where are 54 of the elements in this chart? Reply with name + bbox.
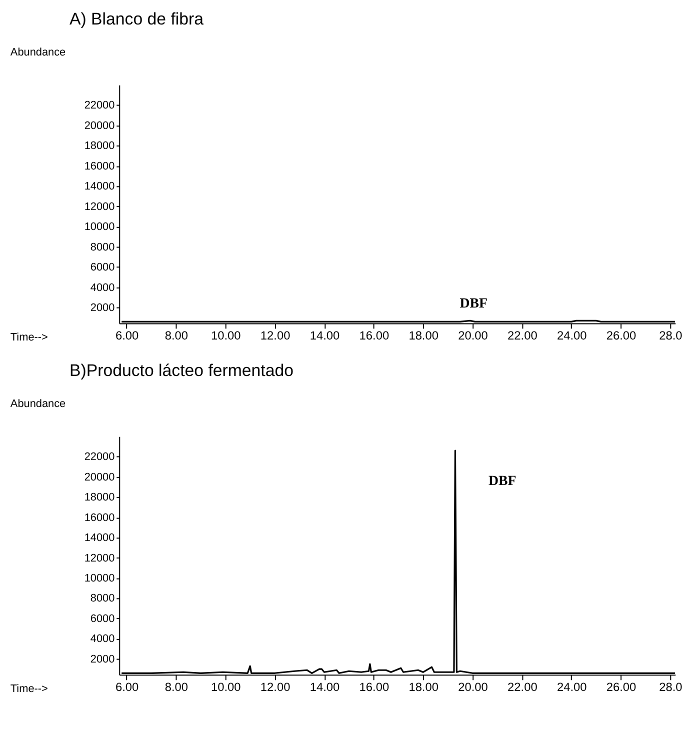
x-tick-label: 20.00 <box>458 680 488 694</box>
x-tick-label: 18.00 <box>408 328 439 343</box>
y-tick-label: 8000 <box>90 241 115 254</box>
x-tick-label: 24.00 <box>556 328 588 343</box>
annotation: DBF <box>460 296 488 312</box>
x-tick-label: 24.00 <box>556 680 588 694</box>
x-tick-label: 28.0 <box>659 328 683 343</box>
y-axis-title: Abundance <box>10 398 66 410</box>
y-tick-label: 12000 <box>84 552 115 564</box>
y-tick-label: 6000 <box>90 612 115 625</box>
x-tick-label: 22.00 <box>508 680 538 694</box>
y-tick-label: 20000 <box>84 120 115 132</box>
x-tick-label: 10.00 <box>210 680 242 694</box>
x-tick-label: 16.00 <box>359 328 390 343</box>
y-tick-label: 22000 <box>84 451 115 464</box>
x-tick-label: 8.00 <box>164 680 188 694</box>
x-axis-title: Time--> <box>10 683 48 696</box>
x-tick-label: 22.00 <box>508 328 538 343</box>
x-tick-label: 10.00 <box>210 328 242 343</box>
x-tick-label: 8.00 <box>164 328 188 343</box>
chart-title: A) Blanco de fibra <box>70 9 204 28</box>
y-tick-label: 14000 <box>84 532 115 544</box>
y-tick-label: 12000 <box>84 200 115 213</box>
x-tick-label: 20.00 <box>458 328 488 343</box>
x-tick-label: 14.00 <box>310 328 340 343</box>
y-tick-label: 20000 <box>84 471 115 484</box>
y-tick-label: 22000 <box>84 100 115 112</box>
x-tick-label: 14.00 <box>310 680 340 694</box>
x-tick-label: 12.00 <box>260 680 291 694</box>
chart-title: B)Producto lácteo fermentado <box>70 360 294 380</box>
x-tick-label: 28.0 <box>659 680 683 694</box>
x-tick-label: 26.00 <box>606 328 637 343</box>
y-tick-label: 8000 <box>90 592 115 605</box>
y-tick-label: 14000 <box>84 180 115 193</box>
y-tick-label: 4000 <box>90 633 115 646</box>
annotation: DBF <box>488 474 516 490</box>
y-axis-title: Abundance <box>10 46 66 59</box>
x-axis-title: Time--> <box>10 332 48 344</box>
x-tick-label: 16.00 <box>359 680 390 694</box>
y-tick-label: 18000 <box>84 140 115 152</box>
x-tick-label: 6.00 <box>115 328 140 343</box>
x-tick-label: 12.00 <box>260 328 291 343</box>
y-tick-label: 10000 <box>84 221 115 234</box>
y-tick-label: 18000 <box>84 492 115 504</box>
x-tick-label: 18.00 <box>408 680 439 694</box>
y-tick-label: 4000 <box>90 282 115 294</box>
y-tick-label: 2000 <box>90 653 115 666</box>
y-tick-label: 6000 <box>90 262 115 274</box>
x-tick-label: 6.00 <box>115 680 140 694</box>
y-tick-label: 2000 <box>90 302 115 314</box>
y-tick-label: 10000 <box>84 572 115 585</box>
y-tick-label: 16000 <box>84 512 115 524</box>
x-tick-label: 26.00 <box>606 680 637 694</box>
y-tick-label: 16000 <box>84 160 115 172</box>
